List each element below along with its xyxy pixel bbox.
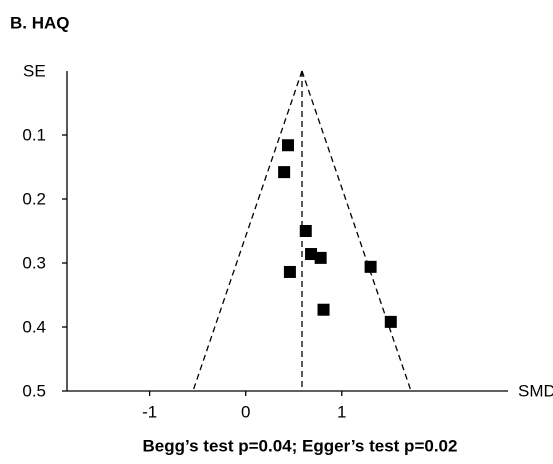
point bbox=[278, 166, 291, 179]
point bbox=[314, 251, 327, 264]
point bbox=[281, 139, 294, 152]
point bbox=[299, 225, 312, 237]
y-tick-label: 0.2 bbox=[22, 189, 46, 208]
point bbox=[305, 248, 318, 261]
point bbox=[384, 315, 397, 328]
x-tick-label: 1 bbox=[337, 402, 346, 421]
x-axis-label: SMD bbox=[518, 381, 553, 400]
x-tick-label: -1 bbox=[142, 402, 157, 421]
y-tick-label: 0.5 bbox=[22, 381, 46, 400]
point bbox=[317, 303, 330, 316]
funnel-left bbox=[192, 70, 303, 392]
funnel-right bbox=[301, 70, 412, 392]
y-tick-label: 0.3 bbox=[22, 253, 46, 272]
y-tick-label: 0.4 bbox=[22, 317, 46, 336]
y-axis-label: SE bbox=[23, 61, 46, 80]
y-tick-label: 0.1 bbox=[22, 125, 46, 144]
caption: Begg’s test p=0.04; Egger’s test p=0.02 bbox=[143, 436, 458, 455]
x-tick-label: 0 bbox=[241, 402, 250, 421]
point bbox=[283, 265, 296, 278]
point bbox=[364, 260, 377, 273]
chart-title: B. HAQ bbox=[10, 13, 70, 32]
